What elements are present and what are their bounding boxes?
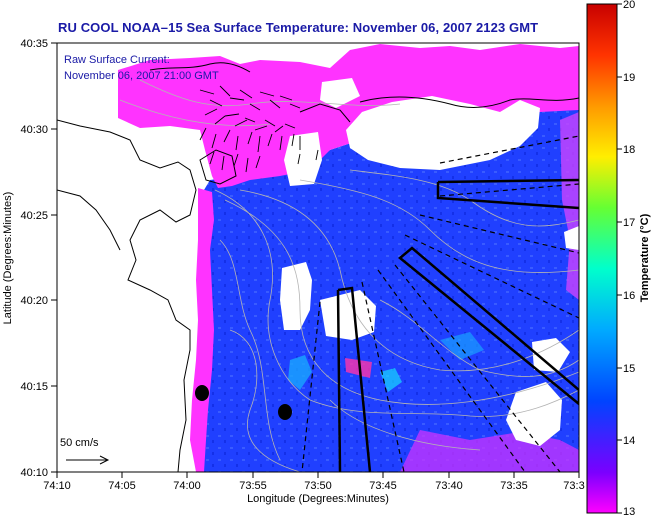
scale-arrow-head [99,455,110,465]
x-tick-label: 73:35 [500,480,528,492]
buoy-marker [278,404,292,420]
warm-filament [288,355,312,390]
x-tick-label: 73:40 [435,480,463,492]
cloud-mask [506,382,562,446]
map-plot-area: 50 cm/s Raw Surface Current: November 06… [57,43,579,472]
colorbar-tick-label: 19 [623,72,635,84]
colorbar-tick-label: 15 [623,363,635,375]
cloud-mask [284,132,322,186]
cloud-mask [564,226,579,250]
x-tick-label: 73:50 [304,480,332,492]
transect-boxes [336,178,579,472]
x-tick-label: 74:05 [108,480,136,492]
cloud-mask [320,78,360,108]
x-tick-label: 73:45 [369,480,397,492]
cloud-mask [320,290,376,340]
colorbar-tick-label: 20 [623,0,635,11]
x-tick-label: 74:00 [173,480,201,492]
colorbar-tick-label: 17 [623,217,635,229]
cool-water-harbor [118,44,579,188]
y-tick-label: 40:35 [20,38,48,50]
warm-filament [440,332,484,360]
transect-vertical [336,286,372,472]
cool-water-east-edge [560,112,579,300]
surface-current-vectors [199,85,319,173]
survey-radials [301,135,579,472]
y-axis: 40:35 40:30 40:25 40:20 40:15 40:10 Lati… [2,38,57,479]
colorbar-tick-label: 18 [623,144,635,156]
x-axis: 74:10 74:05 74:00 73:55 73:50 73:45 73:4… [43,472,585,505]
transect-diagonal [398,246,579,406]
x-tick-label: 73:55 [239,480,267,492]
y-tick-label: 40:25 [20,210,48,222]
colorbar-gradient [586,3,618,514]
warm-filament [380,368,402,392]
warm-filament [345,358,372,378]
cool-water-coastal-strip [190,188,214,472]
cloud-mask [280,262,312,330]
y-tick-label: 40:30 [20,124,48,136]
map-title: RU COOL NOAA–15 Sea Surface Temperature:… [58,20,539,35]
y-tick-label: 40:10 [20,467,48,479]
scale-arrow-label: 50 cm/s [60,437,99,449]
coastline [57,62,579,472]
legend-current-time: November 06, 2007 21:00 GMT [64,70,219,82]
cloud-mask [346,96,540,170]
x-tick-label: 73:3 [563,480,584,492]
colorbar-tick-label: 14 [623,435,635,447]
y-tick-label: 40:15 [20,381,48,393]
colorbar-title: Temperature (°C) [639,213,651,302]
cloud-mask [532,338,570,372]
y-tick-label: 40:20 [20,295,48,307]
colorbar-tick-label: 16 [623,290,635,302]
buoy-marker [195,385,209,401]
colorbar: 20 19 18 17 16 15 14 13 Temperature (°C) [586,0,651,518]
colorbar-tick-label: 13 [623,506,635,518]
x-axis-title: Longitude (Degrees:Minutes) [247,493,389,505]
legend-current-title: Raw Surface Current: [64,54,170,66]
y-axis-title: Latitude (Degrees:Minutes) [2,192,14,325]
bathymetry-contours [119,79,579,472]
x-tick-label: 74:10 [43,480,71,492]
